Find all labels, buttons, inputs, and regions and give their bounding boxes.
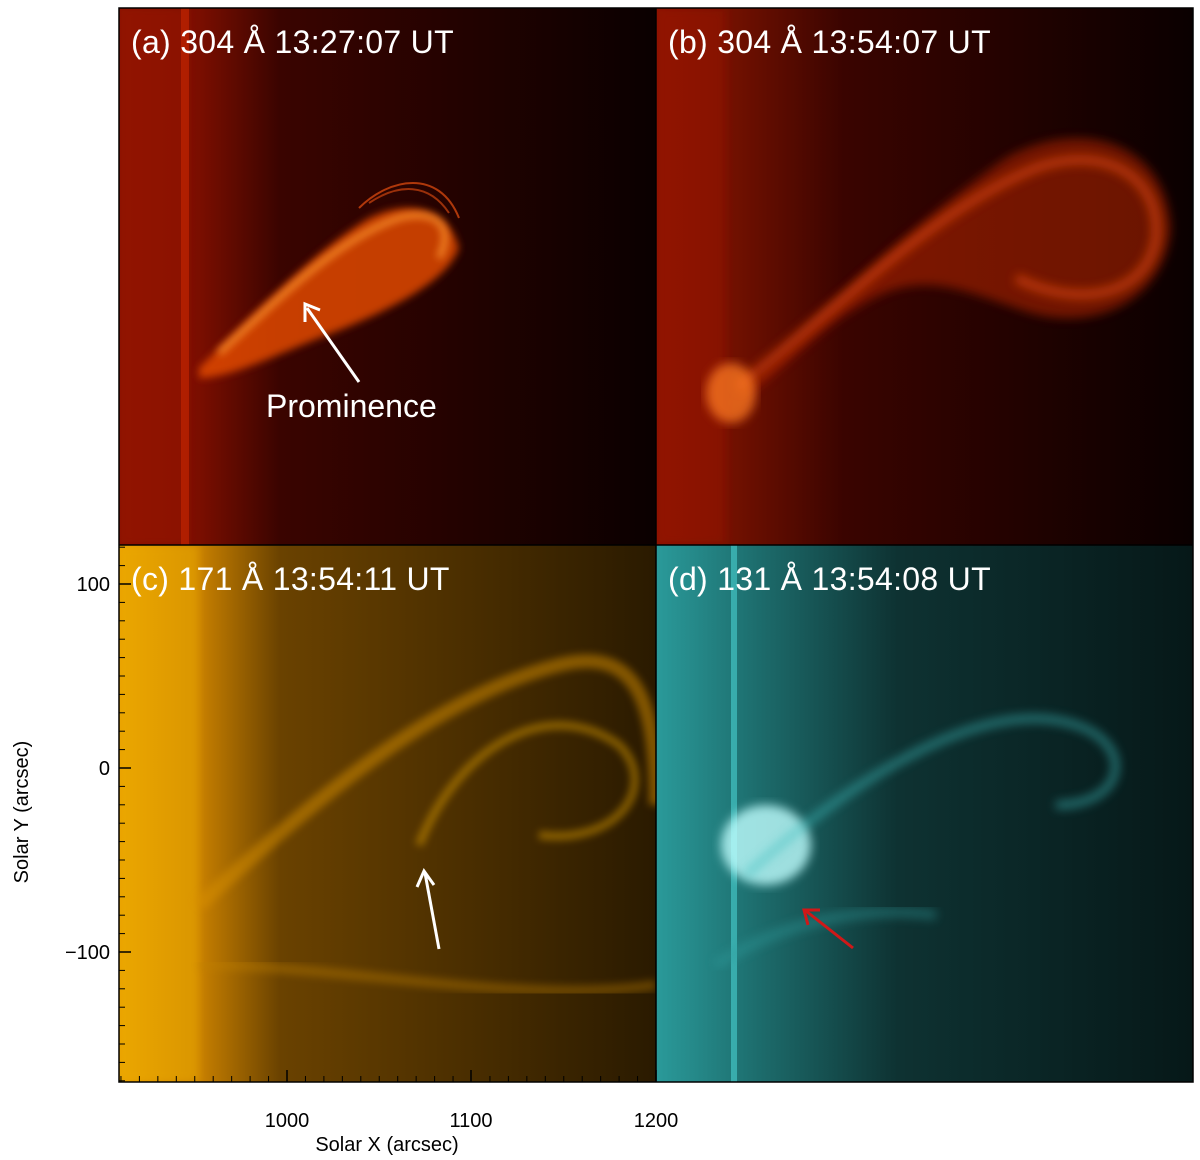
x-tick-1100: 1100 <box>449 1110 492 1132</box>
x-tick-1200: 1200 <box>634 1110 679 1132</box>
panel-a-304: (a) 304 Å 13:27:07 UT Prominence <box>119 8 656 545</box>
panel-b-title: (b) 304 Å 13:54:07 UT <box>668 24 991 60</box>
y-axis-label: Solar Y (arcsec) <box>11 741 33 884</box>
y-tick-minus-100: −100 <box>65 942 110 964</box>
panel-d-arrow <box>802 908 854 950</box>
panel-d-131: (d) 131 Å 13:54:08 UT <box>656 545 1193 1082</box>
prominence-arrow <box>303 301 361 383</box>
panel-b-304: (b) 304 Å 13:54:07 UT <box>656 8 1193 545</box>
panel-c-171: (c) 171 Å 13:54:11 UT <box>119 545 656 1082</box>
panel-c-arrow <box>415 867 441 950</box>
y-tick-0: 0 <box>99 758 110 780</box>
panel-b-image <box>656 8 1193 545</box>
x-axis-label: Solar X (arcsec) <box>315 1134 458 1156</box>
x-tick-1000: 1000 <box>265 1110 310 1132</box>
prominence-label: Prominence <box>266 388 437 424</box>
y-tick-100: 100 <box>77 574 110 596</box>
